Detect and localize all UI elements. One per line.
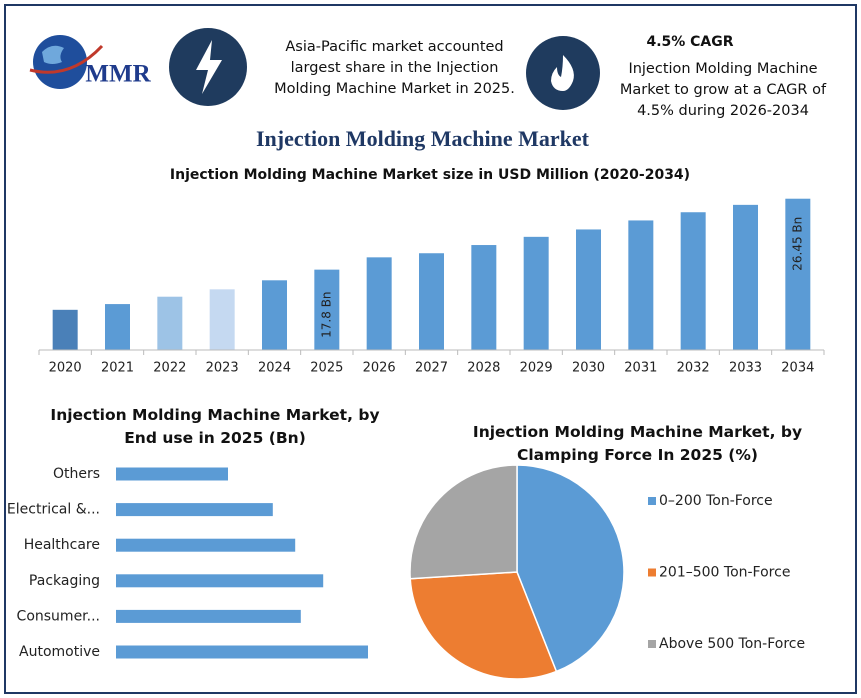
x-tick-label: 2028 [467, 361, 500, 376]
x-tick-label: 2026 [363, 361, 396, 376]
legend-label: 201–500 Ton-Force [659, 565, 790, 581]
y-tick-label: Packaging [29, 573, 100, 589]
data-label: 26.45 Bn [790, 217, 804, 271]
bar [116, 503, 273, 517]
bar [628, 220, 654, 350]
logo-swoosh [29, 44, 104, 74]
icon-lightning [196, 40, 222, 94]
bar [471, 245, 497, 350]
pie-slice [409, 464, 518, 580]
legend-swatch [648, 568, 656, 577]
cagr-title: 4.5% CAGR [646, 34, 734, 50]
icon-flame [551, 55, 574, 91]
y-tick-label: Healthcare [24, 537, 100, 553]
y-tick-label: Automotive [19, 644, 100, 660]
x-tick-label: 2020 [49, 361, 82, 376]
bar [116, 574, 324, 588]
data-label: 17.8 Bn [319, 291, 333, 337]
x-tick-label: 2022 [153, 361, 186, 376]
x-tick-label: 2033 [729, 361, 762, 376]
main-title: Injection Molding Machine Market [255, 126, 590, 151]
logo-land [42, 45, 64, 64]
x-tick-label: 2034 [781, 361, 814, 376]
chart-title: Injection Molding Machine Market, by End… [50, 406, 380, 447]
y-tick-label: Others [53, 466, 100, 482]
bar [116, 609, 301, 623]
share-text: Asia-Pacific market accounted largest sh… [274, 39, 515, 97]
logo-text: MMR [85, 61, 151, 88]
bar [576, 229, 601, 350]
legend-swatch [648, 640, 656, 648]
x-tick-label: 2023 [206, 361, 239, 376]
pie-slice [516, 464, 625, 673]
bar [157, 296, 183, 350]
legend-swatch [648, 497, 656, 505]
x-tick-label: 2029 [520, 361, 553, 376]
bar [116, 645, 368, 659]
cagr-text: Injection Molding Machine Market to grow… [619, 61, 827, 119]
x-tick-label: 2031 [624, 361, 657, 376]
chart-title: Injection Molding Machine Market size in… [169, 167, 691, 183]
bar [419, 253, 444, 350]
frame [4, 4, 857, 694]
bar [105, 304, 130, 350]
x-tick-label: 2030 [572, 361, 605, 376]
legend-label: Above 500 Ton-Force [659, 636, 805, 652]
y-tick-label: Electrical &... [7, 502, 100, 518]
bar [523, 236, 549, 350]
bar [314, 269, 340, 350]
bar [116, 538, 296, 552]
y-tick-label: Consumer... [17, 608, 100, 624]
bar [262, 280, 287, 350]
bar [733, 204, 758, 350]
bar [209, 289, 235, 350]
x-tick-label: 2027 [415, 361, 448, 376]
bar [366, 257, 392, 350]
x-tick-label: 2021 [101, 361, 134, 376]
bar [116, 467, 228, 481]
legend-label: 0–200 Ton-Force [659, 493, 773, 509]
x-tick-label: 2025 [310, 361, 343, 376]
x-tick-label: 2024 [258, 361, 291, 376]
x-tick-label: 2032 [677, 361, 710, 376]
bar [785, 198, 811, 350]
bar [52, 309, 78, 350]
chart-title: Injection Molding Machine Market, by Cla… [472, 423, 803, 464]
bar [680, 212, 706, 350]
pie-slice [409, 571, 558, 680]
